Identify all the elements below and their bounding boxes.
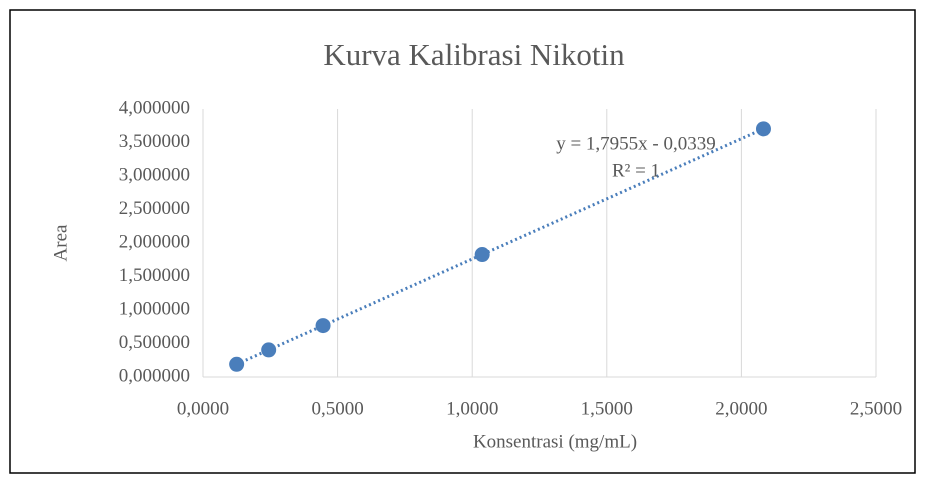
y-tick-label: 3,000000 [119, 164, 190, 185]
y-tick-label: 0,500000 [119, 332, 190, 353]
y-tick-label: 0,000000 [119, 365, 190, 386]
data-point [315, 318, 331, 334]
x-tick-label: 0,5000 [311, 398, 363, 419]
y-tick-label: 3,500000 [119, 131, 190, 152]
trendline-equation: y = 1,7955x - 0,0339 [556, 133, 716, 154]
y-tick-label: 2,000000 [119, 231, 190, 252]
x-tick-label: 1,0000 [446, 398, 498, 419]
y-tick-label: 1,500000 [119, 265, 190, 286]
y-tick-label: 4,000000 [119, 97, 190, 118]
data-point [261, 342, 277, 358]
x-tick-label: 2,0000 [715, 398, 767, 419]
x-tick-label: 1,5000 [581, 398, 633, 419]
data-point [755, 121, 771, 137]
data-point [229, 356, 245, 372]
x-tick-label: 2,5000 [850, 398, 902, 419]
y-tick-label: 1,000000 [119, 298, 190, 319]
trendline-r-squared: R² = 1 [612, 160, 660, 181]
y-tick-label: 2,500000 [119, 198, 190, 219]
y-axis-title: Area [50, 224, 71, 261]
x-axis-title: Konsentrasi (mg/mL) [473, 431, 637, 452]
chart-border [9, 9, 916, 474]
data-point [474, 247, 490, 263]
chart-title: Kurva Kalibrasi Nikotin [323, 37, 625, 72]
x-tick-label: 0,0000 [177, 398, 229, 419]
